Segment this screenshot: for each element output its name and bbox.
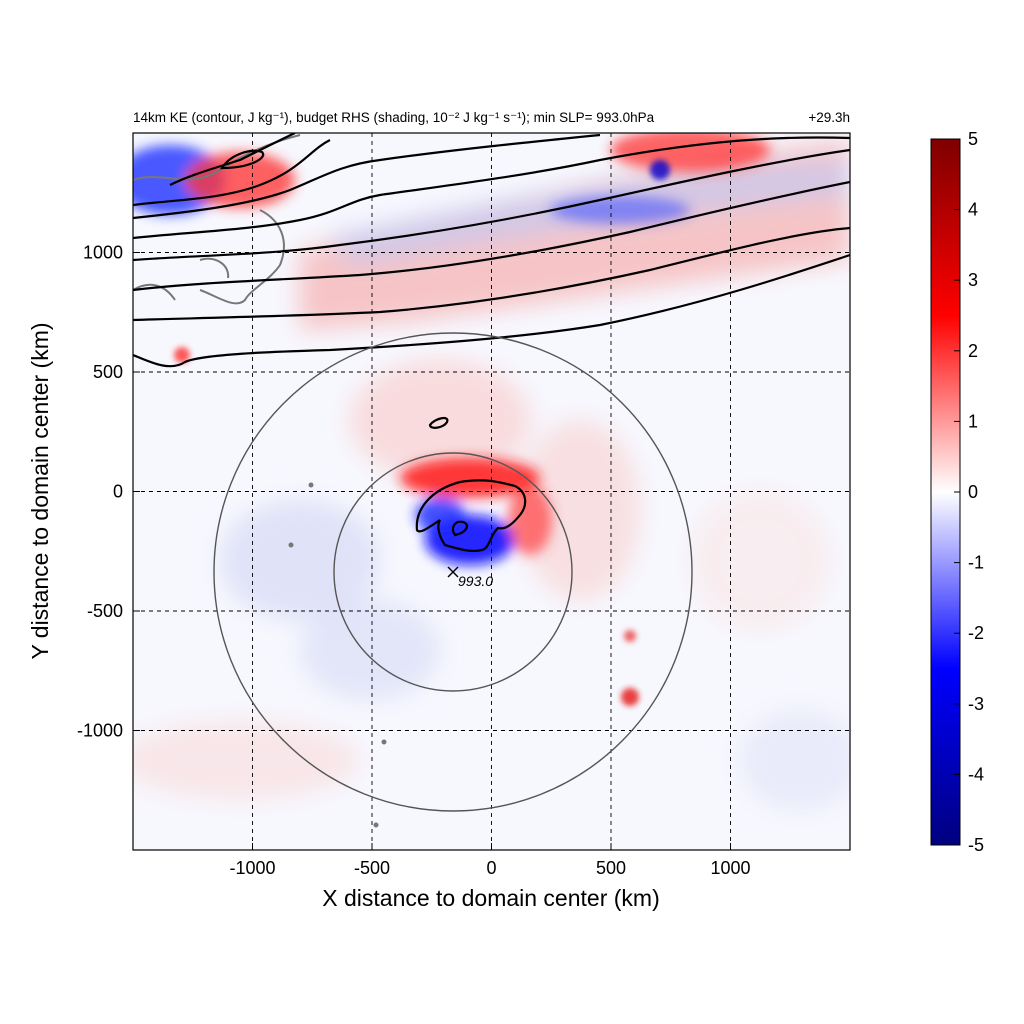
- shading-spots: [174, 160, 670, 706]
- shading-ne-blue-patch: [550, 196, 690, 224]
- shading-red-spot-3: [174, 347, 190, 363]
- x-tick-label-1: -500: [354, 858, 390, 878]
- min-slp-label: 993.0: [458, 573, 493, 589]
- y-axis-ticks: -1000 -500 0 500 1000: [77, 243, 140, 741]
- plot-area: 993.0: [132, 132, 851, 851]
- x-axis-ticks: -1000 -500 0 500 1000: [229, 843, 751, 878]
- y-tick-label-0: -1000: [77, 721, 123, 741]
- time-label: +29.3h: [808, 110, 850, 125]
- range-ring-500km: [333, 452, 573, 692]
- ke-contour-3: [133, 180, 850, 292]
- shading-red-east-arc: [508, 485, 552, 555]
- ke-contour-6: [133, 133, 601, 220]
- x-tick-label-0: -1000: [229, 858, 275, 878]
- chart-title: 14km KE (contour, J kg⁻¹), budget RHS (s…: [133, 110, 655, 125]
- shading-red-arc: [400, 458, 540, 498]
- shading-field: [133, 133, 850, 810]
- y-axis-label: Y distance to domain center (km): [27, 322, 53, 659]
- shading-sw-blue: [300, 600, 440, 700]
- x-tick-label-3: 500: [596, 858, 626, 878]
- shading-ne-red-patch: [610, 133, 770, 172]
- shading-se-blue: [740, 710, 850, 810]
- colorbar-tick-label-10: 5: [968, 129, 978, 149]
- shading-soft: [133, 140, 850, 810]
- x-axis-label: X distance to domain center (km): [322, 885, 659, 911]
- shading-east-red: [520, 420, 640, 600]
- shading-nw-red-patch: [185, 152, 295, 208]
- ke-contour-1: [133, 253, 850, 368]
- shading-red-spot-1: [621, 688, 639, 706]
- coastline-korea-japan: [133, 134, 301, 305]
- ke-contour-2: [133, 226, 850, 322]
- ke-contour-9: [220, 149, 265, 170]
- colorbar-tick-label-1: -4: [968, 764, 984, 784]
- colorbar-tick-label-7: 2: [968, 341, 978, 361]
- ke-contours: [133, 133, 850, 553]
- coastline-island-4: [373, 822, 379, 828]
- shading-blue-arc: [415, 497, 465, 533]
- coastline-island-3: [381, 739, 387, 745]
- ke-contour-4: [133, 148, 850, 262]
- colorbar-tick-label-8: 3: [968, 270, 978, 290]
- shading-red-spot-2: [624, 630, 636, 642]
- coastline-island-2: [288, 542, 294, 548]
- colorbar-tick-label-5: 0: [968, 482, 978, 502]
- colorbar-tick-label-9: 4: [968, 200, 978, 220]
- y-tick-label-4: 1000: [83, 243, 123, 263]
- coastline-island-1: [308, 482, 314, 488]
- colorbar-tick-label-3: -2: [968, 623, 984, 643]
- x-tick-label-2: 0: [486, 858, 496, 878]
- shading-east-pink: [690, 490, 830, 630]
- colorbar-tick-label-2: -3: [968, 694, 984, 714]
- x-tick-label-4: 1000: [710, 858, 750, 878]
- ke-contour-10: [428, 416, 449, 429]
- min-slp-marker: [447, 566, 459, 578]
- ke-contour-8: [169, 133, 296, 186]
- ke-contour-storm-inner: [451, 520, 469, 537]
- shading-blue-spot-1: [650, 160, 670, 180]
- colorbar-ticks: -5 -4 -3 -2 -1 0 1 2 3 4 5: [954, 129, 984, 855]
- y-tick-label-3: 500: [93, 362, 123, 382]
- range-ring-1000km: [213, 332, 693, 812]
- ke-contour-7: [133, 139, 331, 207]
- colorbar: -5 -4 -3 -2 -1 0 1 2 3 4 5: [930, 129, 984, 855]
- ke-contour-5: [133, 136, 850, 240]
- y-tick-label-2: 0: [113, 482, 123, 502]
- colorbar-tick-label-6: 1: [968, 411, 978, 431]
- ke-contour-storm-outer: [415, 479, 527, 553]
- shading-south-pink: [133, 720, 360, 800]
- colorbar-tick-label-0: -5: [968, 835, 984, 855]
- y-tick-label-1: -500: [87, 601, 123, 621]
- shading-west-blue: [220, 500, 380, 620]
- shading-north-red: [350, 360, 530, 480]
- coastline: [133, 134, 387, 828]
- range-rings: [213, 332, 693, 812]
- colorbar-tick-label-4: -1: [968, 553, 984, 573]
